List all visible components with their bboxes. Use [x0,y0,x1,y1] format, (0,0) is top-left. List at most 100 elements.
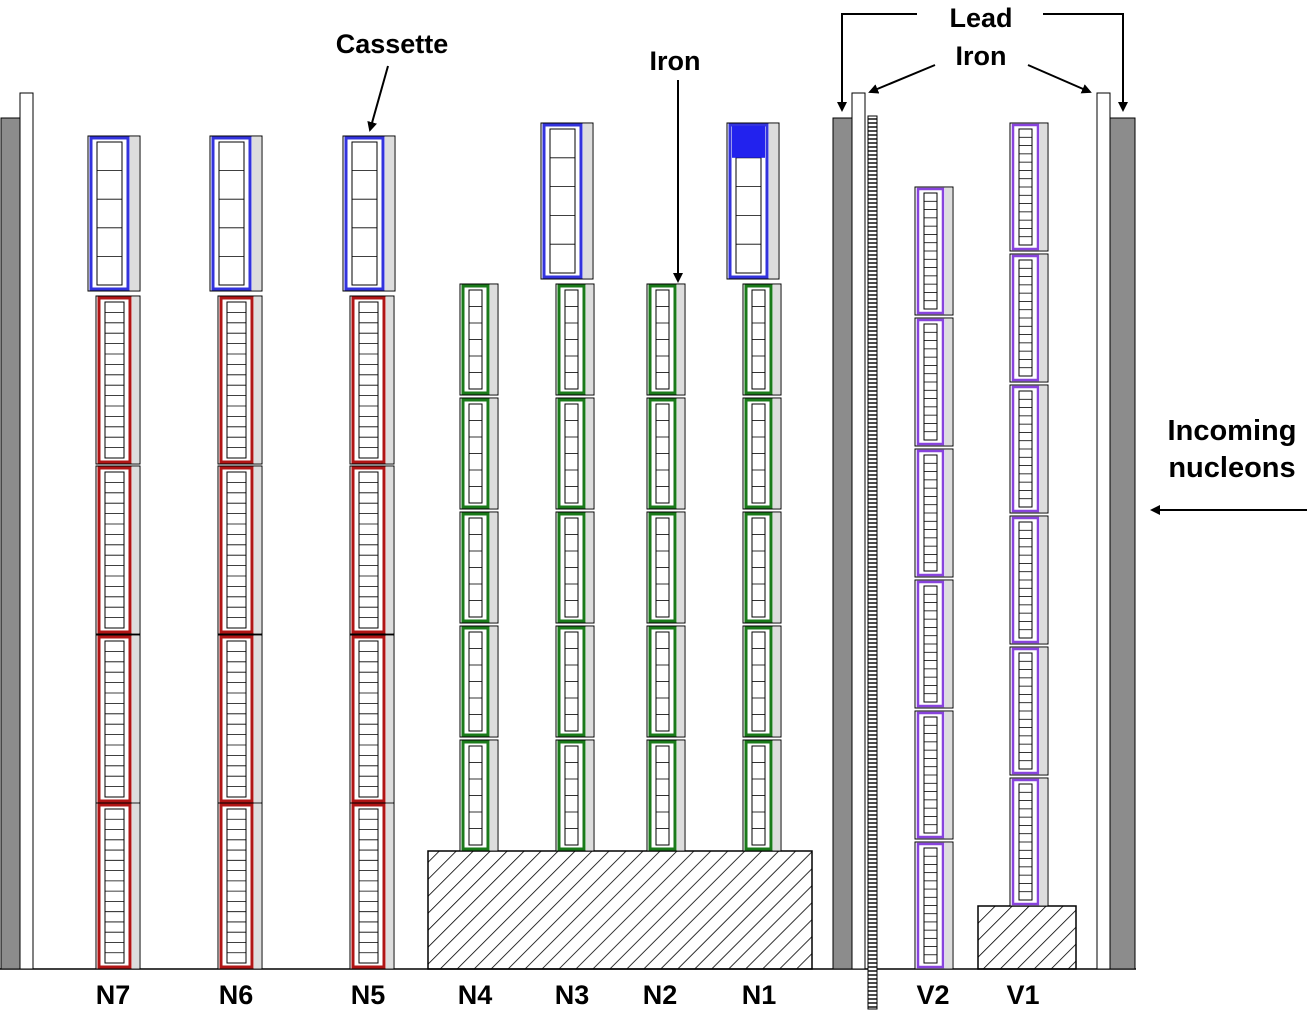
hadron-module-n6-4 [217,802,263,970]
neutron-module-n4-5-iron-plate [490,741,497,850]
neutron-module-n2-5 [646,739,686,852]
cassette-n7 [87,135,141,292]
cassette-n7-iron-plate [130,137,139,290]
veto-module-v2-2-iron-plate [945,319,952,445]
veto-module-v2-6-iron-plate [945,843,952,968]
neutron-module-n1-3 [742,511,782,624]
left-lead-wall [0,117,21,970]
hadron-module-n6-1-cells [226,301,247,459]
neutron-module-n4-4-iron-plate [490,627,497,736]
neutron-module-n1-2-iron-plate [773,399,780,508]
neutron-module-n3-2 [555,397,595,510]
hadron-module-n6-4-iron-plate [254,804,261,968]
hadron-module-n6-2-iron-plate [254,467,261,633]
lead-label: Lead [949,3,1012,33]
hadron-module-n5-2-iron-plate [386,467,393,633]
column-label-n2: N2 [643,980,678,1010]
veto-module-v1-4-iron-plate [1040,517,1047,643]
veto-module-v2-6 [914,841,954,970]
neutron-module-n4-4 [459,625,499,738]
cassette-n5 [342,135,396,292]
scintillator-strip [867,115,878,1010]
neutron-module-n3-5 [555,739,595,852]
iron-label-top: Iron [650,46,701,76]
neutron-module-n3-4-iron-plate [586,627,593,736]
hadron-module-n6-2-cells [226,471,247,629]
veto-module-v1-5-iron-plate [1040,648,1047,774]
cassette-n3-cells [549,128,576,274]
column-label-v1: V1 [1006,980,1039,1010]
cassette-n1 [726,122,780,280]
veto-module-v2-4-iron-plate [945,581,952,707]
neutron-module-n2-1-iron-plate [677,285,684,394]
veto-module-v1-6-iron-plate [1040,779,1047,905]
hadron-module-n6-1 [217,295,263,465]
veto-module-v1-4 [1009,515,1049,645]
neutron-module-n1-1 [742,283,782,396]
column-label-n4: N4 [458,980,493,1010]
right-iron-wall [1096,92,1111,970]
left-iron-wall [19,92,34,970]
veto-module-v2-3-iron-plate [945,450,952,576]
column-label-n7: N7 [96,980,131,1010]
hadron-module-n5-3-iron-plate [386,636,393,802]
incoming-label-line2: nucleons [1168,452,1295,484]
cassette-n5-iron-plate [385,137,394,290]
neutron-module-n3-2-iron-plate [586,399,593,508]
neutron-module-n1-5-iron-plate [773,741,780,850]
neutron-module-n2-2 [646,397,686,510]
neutron-module-n2-2-iron-plate [677,399,684,508]
veto-module-v2-2 [914,317,954,447]
neutron-module-n1-2 [742,397,782,510]
neutron-module-n4-1-iron-plate [490,285,497,394]
veto-module-v2-5-iron-plate [945,712,952,838]
veto-module-v1-1 [1009,122,1049,252]
neutron-module-n2-3 [646,511,686,624]
cassette-n6-cells [218,141,245,286]
hadron-module-n6-2 [217,465,263,635]
hadron-module-n5-4 [349,802,395,970]
column-label-v2: V2 [916,980,949,1010]
hadron-module-n6-1-iron-plate [254,297,261,463]
veto-module-v2-3 [914,448,954,578]
hadron-module-n5-2 [349,465,395,635]
cassette-n7-cells [96,141,123,286]
neutron-module-n4-5 [459,739,499,852]
neutron-module-n3-3 [555,511,595,624]
neutron-module-n3-3-iron-plate [586,513,593,622]
hadron-module-n7-2 [95,465,141,635]
iron-label-right: Iron [956,41,1007,71]
neutron-module-n2-3-iron-plate [677,513,684,622]
veto-module-v1-2 [1009,253,1049,383]
iron-arrow-left [868,64,936,94]
hadron-module-n5-4-cells [358,808,379,964]
column-label-n3: N3 [555,980,590,1010]
hadron-module-n5-1 [349,295,395,465]
incoming-label-line1: Incoming [1168,415,1297,447]
iron-support-block-v [977,905,1077,970]
neutron-module-n4-2 [459,397,499,510]
veto-module-v1-6 [1009,777,1049,907]
middle-lead-wall [832,117,853,970]
veto-module-v2-5 [914,710,954,840]
neutron-module-n3-4 [555,625,595,738]
neutron-module-n4-2-iron-plate [490,399,497,508]
cassette-arrow [367,65,389,132]
hadron-module-n7-3 [95,634,141,804]
hadron-module-n5-1-iron-plate [386,297,393,463]
cassette-n3 [540,122,594,280]
hadron-module-n7-1-cells [104,301,125,459]
cassette-n1-filled-cell [732,126,765,158]
neutron-module-n1-5 [742,739,782,852]
hadron-module-n6-3-iron-plate [254,636,261,802]
hadron-module-n7-3-cells [104,640,125,798]
right-lead-wall [1109,117,1136,970]
neutron-module-n1-1-iron-plate [773,285,780,394]
column-label-n5: N5 [351,980,386,1010]
neutron-module-n2-4-iron-plate [677,627,684,736]
neutron-module-n3-1 [555,283,595,396]
veto-module-v2-1-iron-plate [945,188,952,314]
hadron-module-n7-4-iron-plate [132,804,139,968]
neutron-module-n1-3-iron-plate [773,513,780,622]
column-label-n1: N1 [742,980,777,1010]
